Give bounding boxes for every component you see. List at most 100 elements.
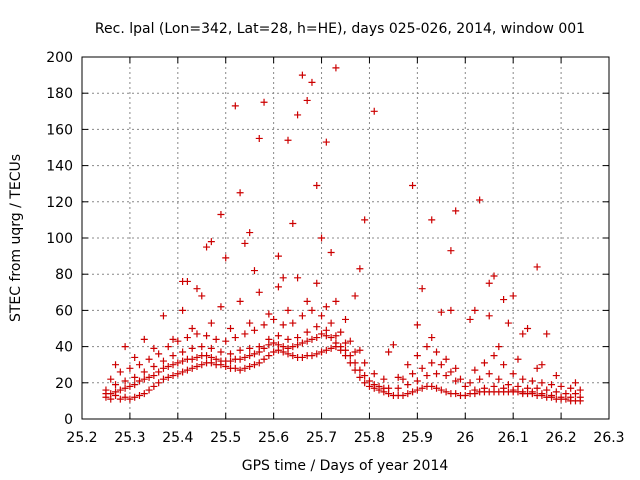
data-point — [270, 348, 278, 356]
data-point — [548, 391, 556, 399]
data-point — [188, 355, 196, 363]
data-point — [241, 330, 249, 338]
data-point — [183, 334, 191, 342]
data-point — [241, 239, 249, 247]
data-point — [447, 368, 455, 376]
data-point — [222, 337, 230, 345]
data-point — [135, 391, 143, 399]
data-point — [356, 265, 364, 273]
data-point — [318, 312, 326, 320]
data-point — [265, 335, 273, 343]
data-point — [404, 381, 412, 389]
data-point — [107, 390, 115, 398]
data-point — [207, 353, 215, 361]
data-point — [198, 343, 206, 351]
data-point — [289, 352, 297, 360]
data-point — [533, 384, 541, 392]
data-point — [207, 344, 215, 352]
data-point — [250, 267, 258, 275]
data-point — [164, 373, 172, 381]
data-point — [203, 332, 211, 340]
data-point — [480, 384, 488, 392]
data-point — [351, 359, 359, 367]
data-point — [476, 196, 484, 204]
data-point — [131, 373, 139, 381]
data-point — [394, 373, 402, 381]
data-point — [169, 335, 177, 343]
data-point — [557, 382, 565, 390]
y-tick-label: 60 — [55, 303, 73, 319]
data-point — [399, 391, 407, 399]
data-point — [265, 310, 273, 318]
data-point — [155, 350, 163, 358]
data-point — [557, 393, 565, 401]
y-tick-label: 180 — [46, 86, 73, 102]
data-point — [380, 375, 388, 383]
data-point — [121, 384, 129, 392]
data-point — [409, 370, 417, 378]
data-point — [571, 379, 579, 387]
data-point — [279, 343, 287, 351]
y-tick-label: 80 — [55, 267, 73, 283]
data-point — [562, 390, 570, 398]
data-point — [260, 321, 268, 329]
data-point — [418, 285, 426, 293]
data-point — [116, 395, 124, 403]
data-point — [260, 98, 268, 106]
data-point — [303, 96, 311, 104]
data-point — [193, 330, 201, 338]
data-point — [342, 315, 349, 323]
data-point — [504, 319, 512, 327]
data-point — [250, 350, 258, 358]
data-point — [236, 189, 244, 197]
data-point — [456, 375, 464, 383]
data-point — [274, 252, 282, 260]
data-point — [461, 382, 469, 390]
data-point — [308, 352, 316, 360]
data-point — [236, 366, 244, 374]
data-point — [413, 321, 421, 329]
data-point — [140, 375, 148, 383]
data-point — [322, 303, 330, 311]
data-point — [274, 332, 282, 340]
data-point — [418, 384, 426, 392]
data-point — [231, 334, 239, 342]
data-point — [174, 359, 182, 367]
data-point — [365, 377, 373, 385]
data-point — [303, 297, 311, 305]
data-point — [342, 339, 349, 347]
data-point — [528, 377, 536, 385]
data-point — [533, 263, 541, 271]
x-tick-label: 25.6 — [258, 430, 289, 446]
data-point — [294, 111, 302, 119]
data-point — [150, 382, 158, 390]
data-point — [351, 292, 359, 300]
data-point — [466, 379, 474, 387]
data-point — [543, 386, 551, 394]
data-point — [164, 363, 172, 371]
data-point — [121, 377, 129, 385]
data-point — [179, 357, 187, 365]
data-point — [203, 352, 211, 360]
data-point — [116, 386, 124, 394]
data-point — [318, 234, 326, 242]
data-point — [466, 315, 474, 323]
data-point — [246, 319, 254, 327]
data-point — [337, 328, 345, 336]
data-point — [159, 312, 167, 320]
data-point — [231, 364, 239, 372]
data-point — [155, 368, 163, 376]
data-point — [183, 366, 191, 374]
data-point — [428, 334, 436, 342]
data-point — [179, 348, 187, 356]
chart-title: Rec. lpal (Lon=342, Lat=28, h=HE), days … — [95, 21, 585, 37]
data-point — [567, 393, 575, 401]
data-point — [126, 395, 134, 403]
data-point — [131, 393, 139, 401]
data-point — [294, 341, 302, 349]
data-point — [514, 382, 522, 390]
data-point — [500, 384, 508, 392]
data-point — [260, 344, 268, 352]
axis-ticks: 25.2 25.3 25.4 25.5 25.6 25.7 25.8 25.9 26 26.1 26… — [46, 50, 624, 446]
data-point — [303, 337, 311, 345]
